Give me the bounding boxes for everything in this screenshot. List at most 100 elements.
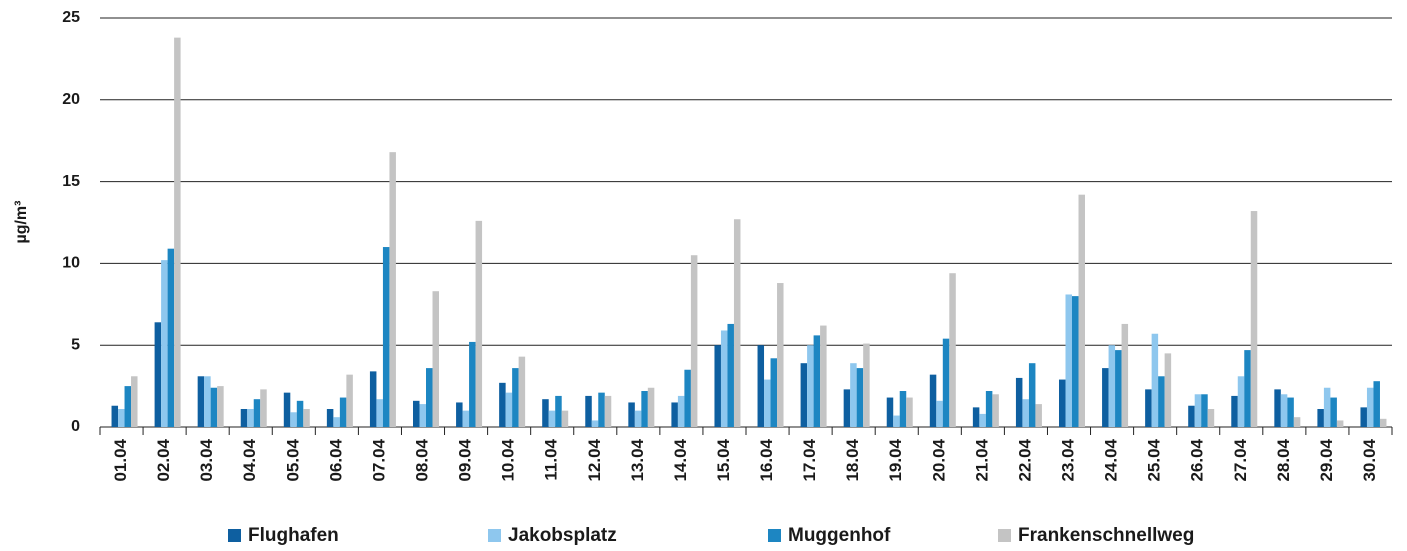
bar	[253, 399, 261, 427]
bar	[174, 37, 181, 428]
bar	[628, 402, 635, 427]
bar	[1072, 296, 1079, 427]
legend-marker	[768, 529, 781, 542]
bar	[118, 409, 125, 427]
y-tick-label: 25	[62, 9, 80, 26]
bar	[1151, 333, 1159, 427]
bar	[247, 409, 254, 427]
x-tick-label: 08.04	[412, 438, 431, 481]
bar	[131, 376, 138, 427]
y-tick-label: 5	[71, 336, 80, 353]
bar	[714, 345, 721, 427]
bar	[1317, 409, 1324, 427]
bar	[1280, 394, 1288, 427]
bar	[456, 402, 463, 427]
bar	[413, 400, 420, 427]
bar	[167, 248, 175, 427]
x-tick-label: 06.04	[326, 438, 345, 481]
y-tick-label: 0	[71, 418, 80, 435]
x-tick-label: 28.04	[1274, 438, 1293, 481]
bar	[462, 410, 470, 427]
bar	[296, 400, 304, 427]
bar	[475, 220, 483, 427]
bar	[1028, 363, 1036, 427]
x-tick-label: 30.04	[1360, 438, 1379, 481]
bar	[733, 219, 741, 427]
bar	[820, 325, 827, 427]
bar	[720, 330, 728, 427]
y-axis-label: µg/m³	[13, 201, 30, 244]
bar	[893, 415, 900, 427]
bar	[339, 397, 347, 427]
bar	[764, 379, 771, 427]
bar	[757, 345, 765, 427]
x-tick-label: 02.04	[154, 438, 173, 481]
bar	[432, 291, 439, 427]
bar	[1121, 323, 1129, 427]
bar	[591, 420, 599, 427]
bar	[1065, 294, 1072, 427]
x-tick-label: 29.04	[1317, 438, 1336, 481]
x-tick-label: 16.04	[757, 438, 776, 481]
x-tick-label: 21.04	[972, 438, 991, 481]
y-tick-label: 15	[62, 173, 80, 190]
legend-marker	[228, 529, 241, 542]
bar	[389, 152, 396, 428]
x-tick-label: 25.04	[1145, 438, 1164, 481]
bar	[1237, 376, 1245, 427]
bar	[469, 341, 476, 427]
bar	[419, 404, 426, 427]
bar	[1145, 389, 1152, 427]
bar	[1287, 397, 1294, 427]
bar	[505, 392, 513, 427]
bar	[369, 371, 377, 427]
bar	[210, 387, 218, 427]
bar	[647, 387, 655, 427]
bar	[972, 407, 980, 427]
x-tick-label: 12.04	[585, 438, 604, 481]
bar	[634, 410, 642, 427]
bar	[807, 345, 814, 427]
bar	[1059, 379, 1066, 427]
x-tick-label: 04.04	[240, 438, 259, 481]
bar	[346, 374, 353, 427]
bar	[906, 397, 913, 427]
bar	[260, 389, 267, 427]
bar	[1360, 407, 1367, 427]
bar	[290, 412, 297, 427]
bar	[1250, 211, 1258, 427]
bar	[929, 374, 937, 427]
bar	[161, 260, 168, 427]
bar	[499, 382, 506, 427]
bar	[1015, 377, 1023, 427]
bar	[283, 392, 291, 427]
bar	[555, 395, 562, 427]
x-tick-label: 09.04	[456, 438, 475, 481]
x-tick-label: 23.04	[1058, 438, 1077, 481]
bar	[992, 394, 999, 427]
bar	[1373, 381, 1380, 427]
x-tick-label: 26.04	[1188, 438, 1207, 481]
x-tick-label: 15.04	[714, 438, 733, 481]
bar	[1366, 387, 1374, 427]
bar	[518, 356, 526, 427]
bar	[585, 395, 592, 427]
bar	[1336, 420, 1344, 427]
bar	[886, 397, 894, 427]
bar	[985, 391, 993, 427]
x-tick-label: 18.04	[843, 438, 862, 481]
bar	[684, 369, 691, 427]
bar	[1274, 389, 1281, 427]
x-tick-label: 05.04	[283, 438, 302, 481]
bar	[1293, 417, 1301, 427]
bar	[942, 338, 950, 427]
bar	[376, 399, 383, 427]
x-tick-label: 14.04	[671, 438, 690, 481]
bar	[512, 368, 519, 427]
legend-label: Jakobsplatz	[508, 525, 617, 546]
bar	[111, 405, 119, 427]
bar	[1108, 345, 1116, 427]
bar	[1164, 353, 1172, 427]
bar	[382, 247, 390, 427]
bar	[770, 358, 778, 427]
